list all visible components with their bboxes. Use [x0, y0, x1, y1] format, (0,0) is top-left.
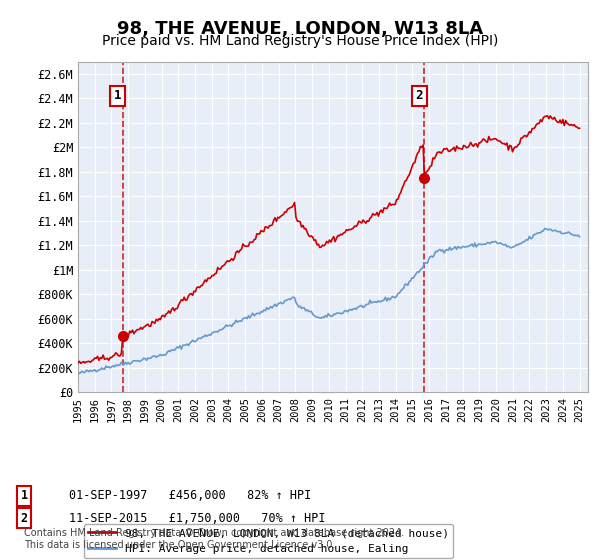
Text: 01-SEP-1997   £456,000   82% ↑ HPI: 01-SEP-1997 £456,000 82% ↑ HPI [69, 489, 311, 502]
Text: Price paid vs. HM Land Registry's House Price Index (HPI): Price paid vs. HM Land Registry's House … [102, 34, 498, 48]
Text: 2: 2 [415, 90, 423, 102]
Text: 2: 2 [20, 511, 28, 525]
Text: 11-SEP-2015   £1,750,000   70% ↑ HPI: 11-SEP-2015 £1,750,000 70% ↑ HPI [69, 511, 325, 525]
Text: Contains HM Land Registry data © Crown copyright and database right 2024.
This d: Contains HM Land Registry data © Crown c… [24, 528, 404, 550]
Legend: 98, THE AVENUE, LONDON, W13 8LA (detached house), HPI: Average price, detached h: 98, THE AVENUE, LONDON, W13 8LA (detache… [83, 524, 453, 558]
Text: 1: 1 [20, 489, 28, 502]
Text: 1: 1 [114, 90, 121, 102]
Text: 98, THE AVENUE, LONDON, W13 8LA: 98, THE AVENUE, LONDON, W13 8LA [117, 20, 483, 38]
